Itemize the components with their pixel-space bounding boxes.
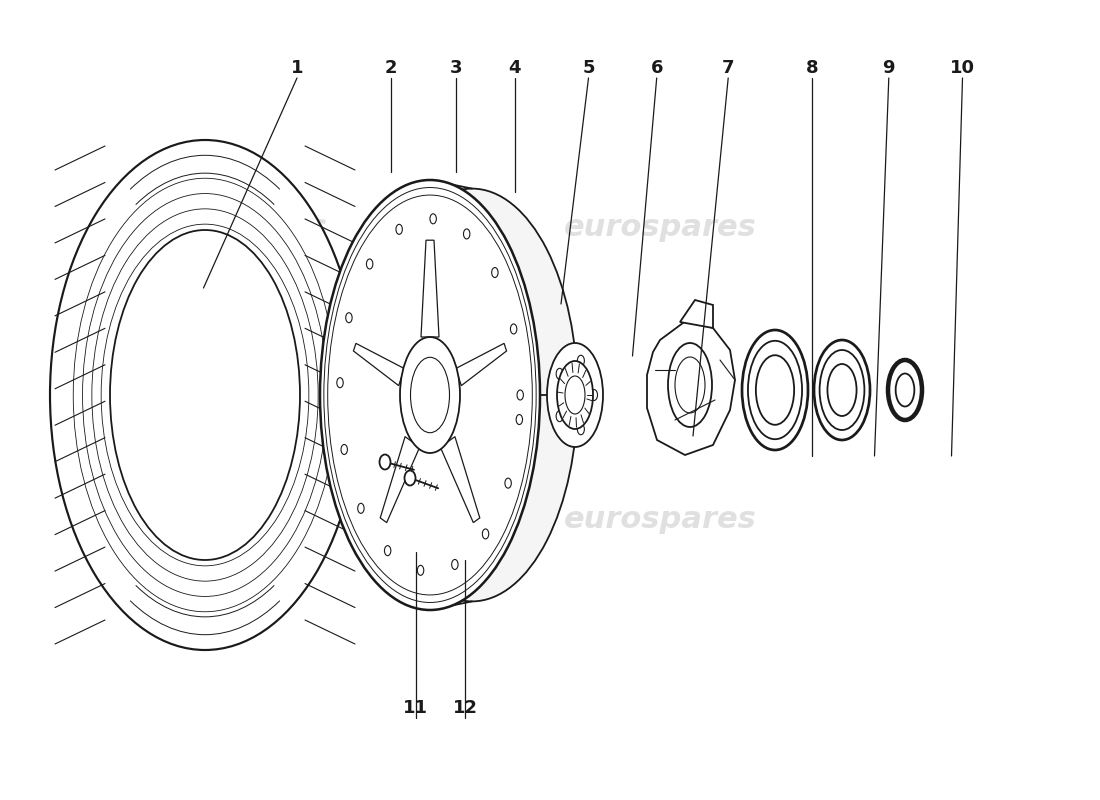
Ellipse shape xyxy=(358,503,364,514)
Polygon shape xyxy=(647,320,735,455)
Ellipse shape xyxy=(888,360,922,420)
Ellipse shape xyxy=(410,358,450,433)
Ellipse shape xyxy=(379,454,390,470)
Text: 1: 1 xyxy=(290,59,304,77)
Text: 4: 4 xyxy=(508,59,521,77)
Polygon shape xyxy=(353,343,404,386)
Ellipse shape xyxy=(366,259,373,269)
Text: 7: 7 xyxy=(722,59,735,77)
Polygon shape xyxy=(440,437,480,522)
Ellipse shape xyxy=(557,410,563,422)
Text: 3: 3 xyxy=(450,59,463,77)
Text: 6: 6 xyxy=(650,59,663,77)
Text: 10: 10 xyxy=(950,59,975,77)
Ellipse shape xyxy=(366,189,578,602)
Ellipse shape xyxy=(668,343,712,427)
Ellipse shape xyxy=(385,546,390,556)
Ellipse shape xyxy=(337,378,343,388)
Ellipse shape xyxy=(463,229,470,239)
Ellipse shape xyxy=(345,313,352,322)
Polygon shape xyxy=(455,343,507,386)
Polygon shape xyxy=(421,240,439,337)
Ellipse shape xyxy=(742,330,808,450)
Ellipse shape xyxy=(557,361,593,429)
Ellipse shape xyxy=(756,355,794,425)
Text: eurospares: eurospares xyxy=(134,506,328,534)
Ellipse shape xyxy=(547,343,603,447)
Text: 8: 8 xyxy=(805,59,818,77)
Ellipse shape xyxy=(452,559,458,570)
Text: 5: 5 xyxy=(582,59,595,77)
Text: 12: 12 xyxy=(453,699,477,717)
Ellipse shape xyxy=(396,224,403,234)
Ellipse shape xyxy=(510,324,517,334)
Ellipse shape xyxy=(400,337,460,453)
Ellipse shape xyxy=(895,374,914,406)
Ellipse shape xyxy=(675,357,705,413)
Ellipse shape xyxy=(814,340,870,440)
Ellipse shape xyxy=(110,230,300,560)
Text: 9: 9 xyxy=(882,59,895,77)
Ellipse shape xyxy=(417,566,424,575)
Text: 11: 11 xyxy=(404,699,428,717)
Text: eurospares: eurospares xyxy=(563,506,757,534)
Ellipse shape xyxy=(430,214,437,224)
Ellipse shape xyxy=(591,390,597,401)
Ellipse shape xyxy=(578,424,584,434)
Polygon shape xyxy=(381,437,419,522)
Text: 2: 2 xyxy=(384,59,397,77)
Ellipse shape xyxy=(50,140,360,650)
Ellipse shape xyxy=(565,376,585,414)
Ellipse shape xyxy=(578,355,584,366)
Ellipse shape xyxy=(517,390,524,400)
Ellipse shape xyxy=(492,267,498,278)
Ellipse shape xyxy=(827,364,857,416)
Ellipse shape xyxy=(320,180,540,610)
Text: eurospares: eurospares xyxy=(134,214,328,242)
Text: eurospares: eurospares xyxy=(563,214,757,242)
Ellipse shape xyxy=(405,470,416,486)
Ellipse shape xyxy=(516,414,522,425)
Ellipse shape xyxy=(482,529,488,539)
Ellipse shape xyxy=(557,368,563,379)
Polygon shape xyxy=(680,300,713,328)
Ellipse shape xyxy=(341,445,348,454)
Ellipse shape xyxy=(505,478,512,488)
